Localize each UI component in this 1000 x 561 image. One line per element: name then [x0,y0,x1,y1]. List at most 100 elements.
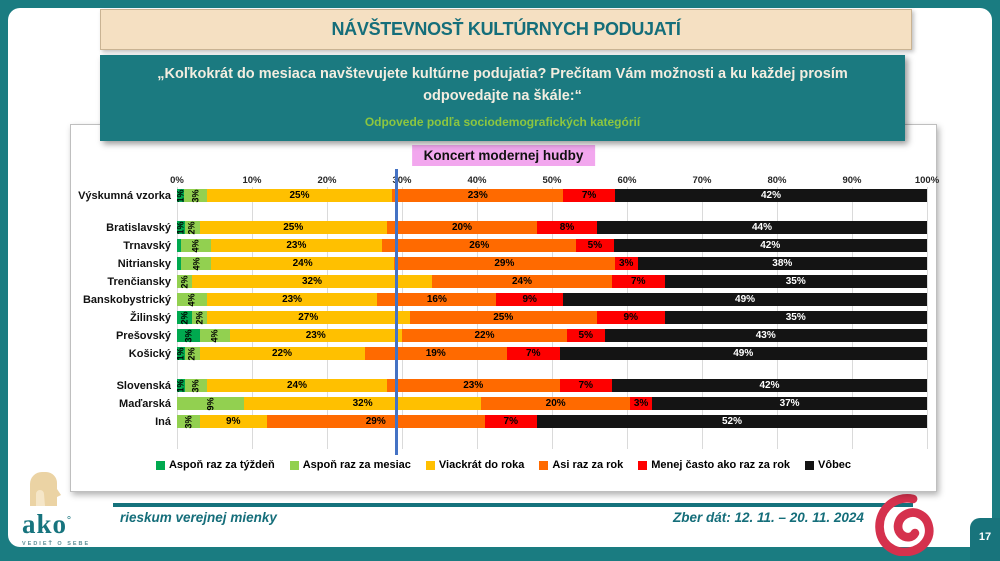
row-label: Košický [128,347,171,360]
bar-segment: 3% [177,415,200,428]
axis-tick-label: 60% [617,175,637,186]
segment-value: 24% [286,380,307,391]
question-box: „Koľkokrát do mesiaca navštevujete kultú… [100,55,905,141]
bar-segment: 5% [576,239,614,252]
segment-value: 49% [733,348,754,359]
row-label: Trnavský [123,239,171,252]
segment-value: 35% [785,312,806,323]
bar-row: Trenčiansky 2% 32% 24% 7% 35% [107,275,927,288]
segment-value: 42% [760,240,781,251]
legend-swatch [425,460,435,470]
bar-row: Maďarská 9% 32% 20% 3% 37% [119,397,927,410]
bar-segment: 44% [597,221,927,234]
segment-value: 3% [183,414,194,429]
segment-value: 38% [772,258,793,269]
bar-row: Žilinský 2% 2% 27% 25% 9% 35% [130,311,927,324]
axis-tick-label: 40% [467,175,487,186]
bar-track: 1% 3% 24% 23% 7% 42% [175,378,927,393]
bar-segment: 4% [180,257,212,270]
legend-item: Viackrát do roka [425,459,525,471]
segment-value: 2% [179,310,190,325]
segment-value: 1% [175,378,186,393]
legend-item: Vôbec [805,459,851,471]
bar-segment: 16% [377,293,497,306]
segment-value: 2% [179,274,190,289]
bar-segment: 29% [267,415,485,428]
bar-row: Nitriansky 4% 24% 29% 3% 38% [118,257,927,270]
bar-segment: 25% [199,221,387,234]
row-label: Výskumná vzorka [78,189,171,202]
segment-value: 32% [352,398,373,409]
bar-track: 1% 3% 25% 23% 7% 42% [176,189,927,202]
segment-value: 29% [365,416,386,427]
segment-value: 20% [451,222,472,233]
bar-track: 1% 2% 22% 19% 7% 49% [175,346,927,361]
bar-segment: 42% [615,189,927,202]
footer-left-text: rieskum verejnej mienky [120,510,277,525]
segment-value: 44% [751,222,772,233]
bar-track: 2% 32% 24% 7% 35% [177,275,927,288]
bar-segment: 1% [175,378,186,393]
bar-segment: 2% [192,311,207,324]
bar-segment: 35% [664,311,927,324]
axis-tick-label: 50% [542,175,562,186]
bar-segment: 32% [192,275,432,288]
axis-tick-label: 10% [242,175,262,186]
legend-label: Vôbec [818,459,852,471]
bar-segment: 3% [614,257,638,270]
segment-value: 4% [186,292,197,307]
slide-title-bar: NÁVŠTEVNOSŤ KULTÚRNYCH PODUJATÍ [100,9,912,50]
bar-segment: 2% [177,275,192,288]
segment-value: 3% [183,328,194,343]
bar-segment [177,239,181,252]
segment-value: 23% [463,380,484,391]
bar-segment: 9% [177,397,244,410]
segment-value: 16% [426,294,447,305]
row-label: Trenčiansky [107,275,171,288]
ako-wordmark: ako° [22,509,73,539]
bar-segment: 7% [612,275,665,288]
bar-track: 4% 23% 16% 9% 49% [177,293,927,306]
bar-segment: 26% [382,239,577,252]
footer-right-text: Zber dát: 12. 11. – 20. 11. 2024 [673,510,864,525]
legend-item: Aspoň raz za týždeň [155,459,275,471]
bar-rows: Výskumná vzorka 1% 3% 25% 23% 7% 42% Bratislavs… [78,189,927,447]
bar-segment: 20% [481,397,630,410]
segment-value: 5% [587,240,603,251]
bar-segment: 7% [507,347,560,360]
segment-value: 8% [559,222,575,233]
segment-value: 7% [503,416,518,427]
segment-value: 9% [226,416,241,427]
bar-segment: 32% [243,397,482,410]
legend-item: Menej často ako raz za rok [638,459,790,471]
footer-separator [113,503,913,507]
bar-segment: 23% [229,329,402,342]
legend-label: Viackrát do roka [438,459,525,471]
segment-value: 43% [755,330,776,341]
bar-row: Iná 3% 9% 29% 7% 52% [155,415,927,428]
segment-value: 1% [175,346,186,361]
segment-value: 25% [283,222,304,233]
bar-segment: 4% [199,328,230,343]
row-label: Nitriansky [117,257,171,270]
bar-segment: 3% [629,397,653,410]
reference-line [394,169,398,455]
chart-card: Koncert modernej hudby 0% 10% 20% 30% 40% 50%… [70,124,940,492]
legend-swatch [539,460,549,470]
segment-value: 3% [190,378,201,393]
bar-segment: 20% [387,221,537,234]
segment-value: 24% [292,258,313,269]
bar-track: 2% 2% 27% 25% 9% 35% [177,311,927,324]
bar-row: Banskobystrický 4% 23% 16% 9% 49% [83,293,927,306]
segment-value: 4% [209,328,220,343]
bar-segment: 4% [180,239,211,252]
bar-row: Prešovský 3% 4% 23% 22% 5% 43% [116,328,927,343]
bar-track: 4% 23% 26% 5% 42% [177,239,927,252]
segment-value: 19% [425,348,446,359]
row-label: Prešovský [115,329,171,342]
axis-tick-label: 100% [914,175,940,186]
segment-value: 52% [721,416,742,427]
bar-segment: 23% [206,293,378,306]
axis-tick-label: 0% [170,175,184,186]
bar-segment: 25% [409,311,597,324]
